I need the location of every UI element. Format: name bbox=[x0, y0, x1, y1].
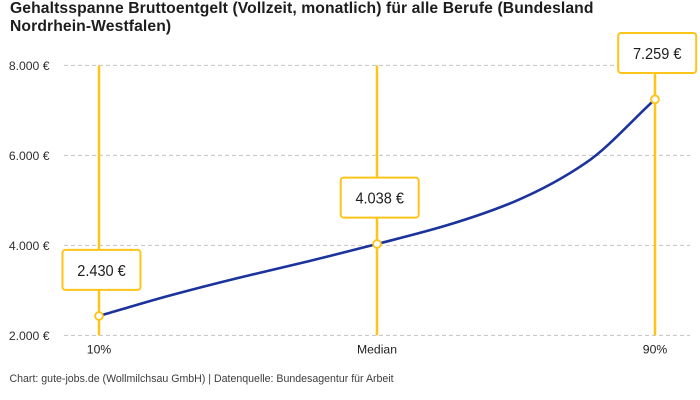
svg-text:2.000 €: 2.000 € bbox=[9, 329, 50, 343]
svg-text:8.000 €: 8.000 € bbox=[9, 59, 50, 73]
svg-text:10%: 10% bbox=[87, 343, 112, 357]
svg-text:2.430 €: 2.430 € bbox=[77, 263, 126, 280]
svg-text:90%: 90% bbox=[643, 343, 668, 357]
svg-text:7.259 €: 7.259 € bbox=[633, 46, 682, 63]
svg-text:4.000 €: 4.000 € bbox=[9, 239, 50, 253]
svg-text:4.038 €: 4.038 € bbox=[355, 190, 404, 207]
svg-text:6.000 €: 6.000 € bbox=[9, 149, 50, 163]
svg-text:Median: Median bbox=[357, 343, 397, 357]
